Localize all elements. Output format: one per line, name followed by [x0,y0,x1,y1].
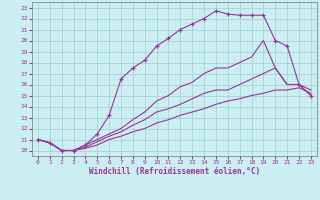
X-axis label: Windchill (Refroidissement éolien,°C): Windchill (Refroidissement éolien,°C) [89,167,260,176]
